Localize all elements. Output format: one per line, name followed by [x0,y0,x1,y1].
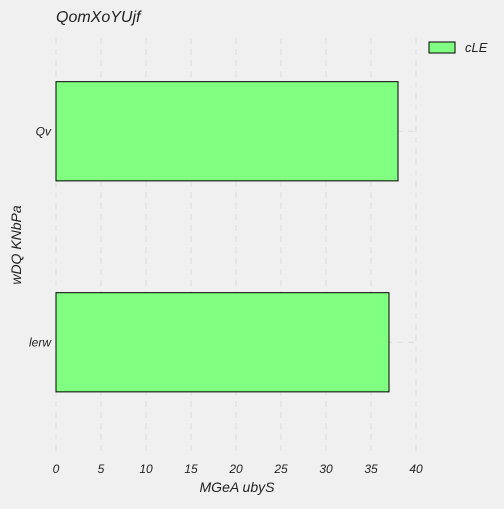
legend-label: cLE [465,40,488,55]
bar-lerw [55,292,390,393]
x-tick-label: 30 [319,462,333,476]
x-tick-label: 35 [364,462,378,476]
legend-swatch [428,41,456,54]
bar-layer [55,81,399,393]
x-tick-label: 40 [409,462,423,476]
x-tick-label: 15 [184,462,198,476]
tick-layer: 0 5 10 15 20 25 30 35 40 Qv lerw [29,124,423,476]
y-tick-label: Qv [36,124,52,138]
x-tick-label: 10 [139,462,153,476]
y-axis-label: wDQ KNbPa [8,205,24,285]
x-axis-label: MGeA ubyS [200,479,276,495]
x-tick-label: 5 [98,462,105,476]
x-tick-label: 0 [53,462,60,476]
bar-qv [55,81,399,182]
x-tick-label: 25 [273,462,288,476]
y-tick-label: lerw [29,335,52,349]
legend: cLE [428,40,488,55]
x-tick-label: 20 [228,462,243,476]
chart-title: QomXoYUjf [56,9,142,26]
